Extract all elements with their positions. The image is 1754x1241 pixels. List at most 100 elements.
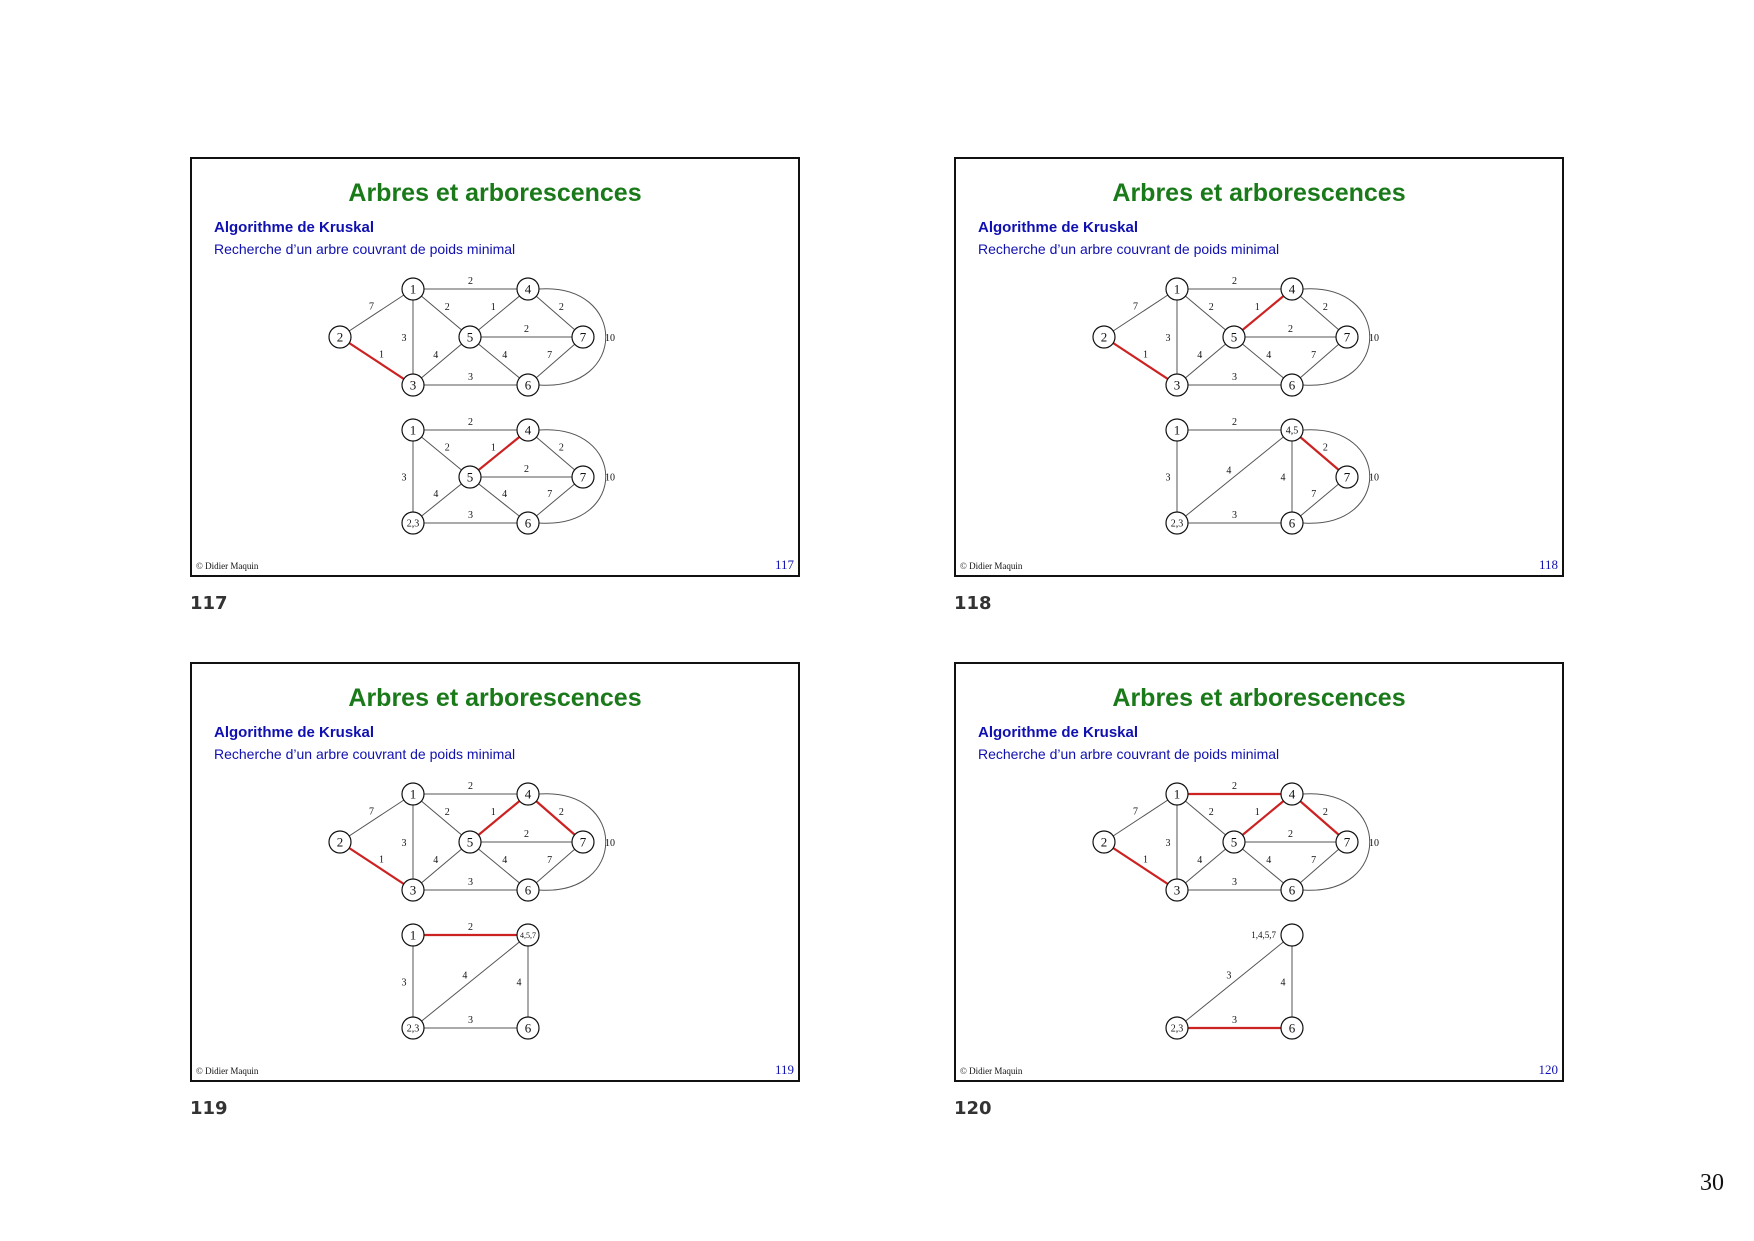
- node-label: 1: [1174, 423, 1181, 438]
- node-label: 6: [1289, 883, 1296, 898]
- edge-weight: 3: [468, 877, 473, 888]
- graph-edge: [538, 793, 607, 891]
- edge-weight: 1: [379, 349, 384, 360]
- highlighted-edge: [1103, 336, 1178, 386]
- slide-117: Arbres et arborescences Algorithme de Kr…: [190, 157, 800, 577]
- slide-subtitle: Algorithme de Kruskal: [214, 219, 375, 236]
- edge-weight: 10: [1369, 333, 1379, 344]
- edge-weight: 10: [605, 473, 615, 484]
- graph-node: [1092, 830, 1116, 854]
- node-label: 7: [580, 470, 587, 485]
- slide-118: Arbres et arborescences Algorithme de Kr…: [954, 157, 1564, 577]
- graph-node: [1222, 325, 1246, 349]
- graph-node: [1165, 511, 1189, 535]
- graph-edge: [527, 476, 584, 524]
- edge-weight: 10: [605, 838, 615, 849]
- node-label: 4,5,7: [520, 931, 536, 940]
- graph-node: [571, 465, 595, 489]
- edge-weight: 7: [1311, 855, 1316, 866]
- graph-edge: [412, 336, 471, 386]
- node-label: 2,3: [407, 519, 420, 530]
- slide-subtitle: Algorithme de Kruskal: [978, 724, 1139, 741]
- graph-node: [401, 878, 425, 902]
- graph-node: [516, 511, 540, 535]
- graph-edge: [1291, 288, 1348, 338]
- edge-weight: 7: [1311, 350, 1316, 361]
- edge-weight: 1: [1143, 349, 1148, 360]
- node-outside-label: 1,4,5,7: [1251, 930, 1276, 940]
- edge-weight: 3: [1226, 971, 1231, 982]
- edge-weight: 3: [1166, 333, 1171, 344]
- slide-caption: 118: [954, 593, 992, 614]
- graph-node: [401, 1016, 425, 1040]
- graph-edge: [1291, 336, 1348, 386]
- graph-node: [458, 830, 482, 854]
- graph-node: [516, 782, 540, 806]
- graph-node: [516, 923, 540, 947]
- edge-weight: 4: [1266, 350, 1271, 361]
- graph-edge: [412, 429, 471, 478]
- edge-weight: 2: [1288, 324, 1293, 335]
- edge-weight: 3: [1232, 877, 1237, 888]
- highlighted-edge: [339, 841, 414, 891]
- graph-node: [1280, 923, 1304, 947]
- slide-subtitle-2: Recherche d’un arbre couvrant de poids m…: [978, 746, 1280, 762]
- node-label: 2: [1101, 835, 1108, 850]
- graph-edge: [469, 288, 529, 338]
- node-label: 4: [1289, 787, 1296, 802]
- edge-weight: 3: [468, 510, 473, 521]
- node-label: 4,5: [1286, 426, 1299, 437]
- edge-weight: 4: [502, 489, 507, 500]
- node-label: 1: [1174, 282, 1181, 297]
- graph-node: [401, 782, 425, 806]
- graph-edge: [469, 476, 529, 524]
- graph-node: [1165, 277, 1189, 301]
- edge-weight: 4: [1281, 473, 1286, 484]
- graph-node: [571, 325, 595, 349]
- copyright: © Didier Maquin: [960, 561, 1023, 571]
- graph-node: [1092, 325, 1116, 349]
- edge-weight: 3: [402, 978, 407, 989]
- edge-weight: 10: [605, 333, 615, 344]
- graph-edge: [527, 841, 584, 891]
- edge-weight: 4: [1281, 978, 1286, 989]
- node-label: 6: [1289, 516, 1296, 531]
- node-label: 6: [525, 378, 532, 393]
- node-label: 2,3: [1171, 519, 1184, 530]
- node-label: 5: [1231, 330, 1238, 345]
- kruskal-graph-diagram: 2 7 2 3 1 2 2 1 4 4 7 3 10 1 2 3 4 5 6 7 3 4 3 1,4,5,7 2,3 6: [1092, 781, 1379, 1040]
- node-label: 5: [467, 470, 474, 485]
- slide-subtitle: Algorithme de Kruskal: [978, 219, 1139, 236]
- graph-edge: [412, 934, 529, 1029]
- graph-node: [401, 923, 425, 947]
- edge-weight: 4: [433, 350, 438, 361]
- edge-weight: 3: [1232, 372, 1237, 383]
- graph-edge: [1176, 288, 1235, 338]
- node-label: 3: [410, 378, 417, 393]
- graph-edge: [1302, 793, 1371, 891]
- graph-edge: [1302, 429, 1371, 524]
- graph-edge: [1291, 476, 1348, 524]
- graph-edge: [1176, 841, 1235, 891]
- edge-weight: 1: [1255, 302, 1260, 313]
- edge-weight: 1: [491, 302, 496, 313]
- edge-weight: 3: [402, 838, 407, 849]
- graph-edge: [1103, 288, 1178, 338]
- node-label: 1: [1174, 787, 1181, 802]
- graph-edge: [538, 288, 607, 386]
- edge-weight: 2: [1232, 276, 1237, 287]
- highlighted-edge: [1103, 841, 1178, 891]
- slide-number: 120: [1538, 1062, 1559, 1077]
- graph-edge: [527, 288, 584, 338]
- graph-edge: [339, 793, 414, 843]
- edge-weight: 4: [517, 978, 522, 989]
- node-label: 1: [410, 928, 417, 943]
- slide-number: 117: [774, 557, 794, 572]
- graph-edge: [1103, 793, 1178, 843]
- node-label: 7: [1344, 470, 1351, 485]
- edge-weight: 2: [468, 781, 473, 792]
- graph-node: [458, 325, 482, 349]
- node-label: 2: [337, 330, 344, 345]
- edge-weight: 3: [468, 1015, 473, 1026]
- kruskal-graph-diagram: 2 7 2 3 1 2 2 1 4 4 7 3 10 1 2 3 4 5 6 7 2 2 3 1 2 2 4 4 7 3 10 1 4 5 7 2,3…: [328, 276, 615, 535]
